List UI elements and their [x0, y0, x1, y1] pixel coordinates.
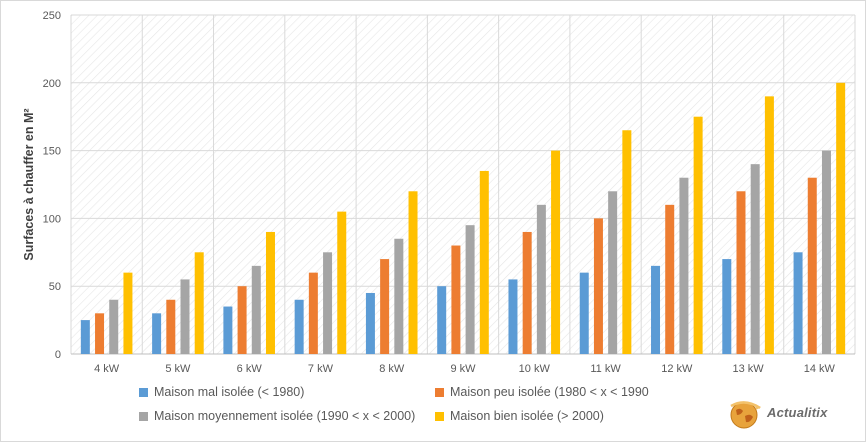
bar: [109, 299, 119, 354]
bar: [80, 320, 90, 354]
y-axis-ticks: 0 50 100 150 200 250: [43, 10, 61, 361]
bar: [251, 265, 261, 354]
bar: [651, 265, 661, 354]
legend-item: Maison bien isolée (> 2000): [435, 409, 604, 423]
legend-item: Maison moyennement isolée (1990 < x < 20…: [139, 409, 415, 423]
bar: [608, 191, 618, 354]
bar: [679, 177, 689, 354]
bars: [80, 82, 846, 355]
x-tick-label: 11 kW: [590, 363, 621, 375]
bar: [508, 279, 518, 354]
actualitix-logo: Actualitix: [727, 394, 859, 434]
bar: [394, 238, 404, 354]
y-tick-label: 250: [43, 10, 61, 22]
x-tick-label: 6 kW: [237, 363, 263, 375]
bar: [408, 191, 418, 354]
y-tick-label: 200: [43, 78, 61, 90]
bar: [223, 306, 233, 354]
bar: [365, 292, 375, 354]
legend-swatch: [139, 411, 148, 421]
bar: [750, 164, 760, 354]
bar: [764, 96, 774, 355]
bar: [123, 272, 133, 354]
legend-label: Maison peu isolée (1980 < x < 1990: [450, 385, 649, 399]
bar: [166, 299, 176, 354]
x-tick-label: 4 kW: [94, 363, 120, 375]
bar: [736, 191, 746, 354]
y-tick-label: 150: [43, 146, 61, 158]
legend-swatch: [435, 387, 444, 397]
y-tick-label: 100: [43, 213, 61, 225]
bar: [451, 245, 461, 354]
bar: [95, 313, 105, 354]
bar: [579, 272, 589, 354]
x-tick-label: 8 kW: [379, 363, 405, 375]
logo-text: Actualitix: [767, 405, 828, 420]
bar: [836, 82, 846, 355]
y-tick-label: 50: [49, 281, 61, 293]
bar: [265, 231, 275, 354]
legend-label: Maison mal isolée (< 1980): [154, 385, 305, 399]
bar: [807, 177, 817, 354]
bar: [522, 231, 532, 354]
x-tick-label: 12 kW: [661, 363, 693, 375]
x-axis-ticks: 4 kW 5 kW 6 kW 7 kW 8 kW 9 kW 10 kW 11 kW 12 kW 1…: [94, 363, 835, 375]
bar: [323, 252, 333, 354]
legend-swatch: [435, 411, 444, 421]
x-tick-label: 13 kW: [732, 363, 764, 375]
legend-label: Maison bien isolée (> 2000): [450, 409, 604, 423]
globe-icon: [730, 401, 761, 429]
y-tick-label: 0: [55, 349, 61, 361]
bar: [722, 259, 732, 354]
legend-swatch: [139, 387, 148, 397]
legend-item: Maison peu isolée (1980 < x < 1990: [435, 385, 649, 399]
bar: [152, 313, 162, 354]
x-tick-label: 14 kW: [804, 363, 836, 375]
bar: [194, 252, 204, 354]
y-axis-label: Surfaces à chauffer en M²: [22, 108, 36, 260]
bar: [551, 150, 561, 354]
bar: [337, 211, 347, 354]
bar: [821, 150, 831, 354]
bar: [437, 286, 447, 354]
x-tick-label: 10 kW: [519, 363, 551, 375]
x-tick-label: 9 kW: [450, 363, 476, 375]
bar: [622, 130, 632, 354]
bar: [536, 204, 546, 354]
bar: [308, 272, 318, 354]
bar: [593, 218, 603, 354]
x-tick-label: 5 kW: [165, 363, 191, 375]
bar: [180, 279, 190, 354]
bar: [665, 204, 675, 354]
bar: [793, 252, 803, 354]
x-tick-label: 7 kW: [308, 363, 334, 375]
legend-item: Maison mal isolée (< 1980): [139, 385, 304, 399]
bar: [237, 286, 247, 354]
bar: [380, 259, 390, 354]
bar: [693, 116, 703, 354]
bar: [479, 170, 489, 354]
bar: [465, 225, 475, 354]
bar: [294, 299, 304, 354]
legend-label: Maison moyennement isolée (1990 < x < 20…: [154, 409, 416, 423]
